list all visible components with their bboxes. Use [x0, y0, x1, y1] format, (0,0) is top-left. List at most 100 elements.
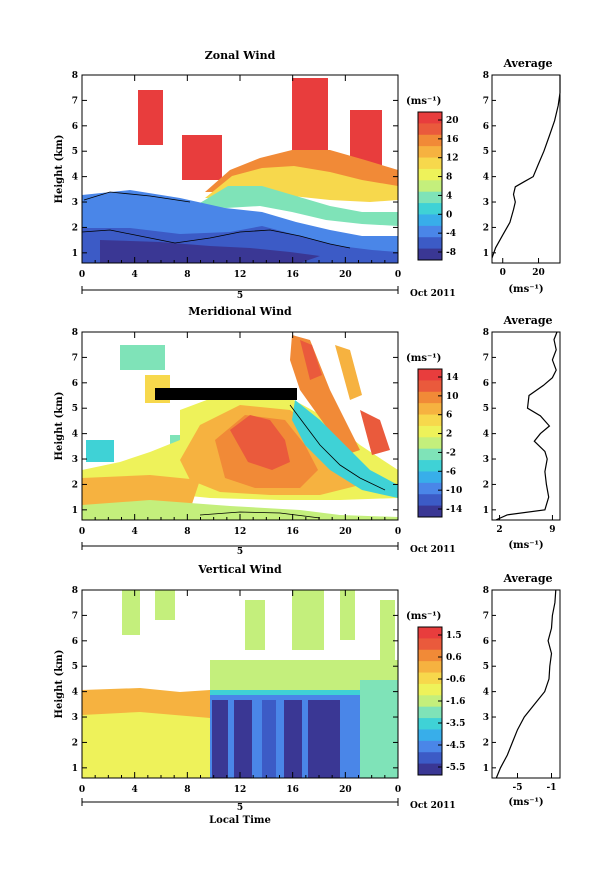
- colorbar-segment: [418, 661, 442, 674]
- date-axis-label: Oct 2011: [410, 545, 456, 555]
- colorbar-segment: [418, 403, 442, 416]
- x-tick-label: 16: [286, 270, 299, 280]
- colorbar-frame: [417, 111, 443, 261]
- colorbar-tick-label: 10: [446, 392, 459, 402]
- x-axis-label: Local Time: [209, 815, 271, 826]
- colorbar-tick-label: 6: [446, 411, 452, 421]
- y-tick-label: 6: [72, 122, 78, 132]
- colorbar-segment: [418, 672, 442, 685]
- colorbar-segment: [418, 203, 442, 215]
- colorbar-segment: [418, 494, 442, 507]
- panel-meridional-wind: Meridional Wind 1 12 23 34 45 56 67 78 8 0 4 8 12 16…: [54, 305, 561, 557]
- panel-title: Vertical Wind: [197, 563, 282, 576]
- colorbar-unit: (ms⁻¹): [406, 353, 441, 364]
- colorbar-segment: [418, 752, 442, 765]
- colorbar-tick-label: 14: [446, 373, 459, 383]
- x-tick-label: 0: [395, 785, 401, 795]
- colorbar-segment: [418, 471, 442, 484]
- colorbar-tick-label: 0.6: [446, 653, 462, 663]
- y-tick-label: 1: [72, 506, 78, 516]
- colorbar-segment: [418, 237, 442, 250]
- colorbar-segment: [418, 369, 442, 381]
- colorbar-tick-label: 2: [446, 430, 452, 440]
- colorbar-segment: [418, 718, 442, 730]
- x-tick-label: 0: [395, 527, 401, 537]
- colorbar-tick-label: -3.5: [446, 719, 465, 729]
- colorbar-segment: [418, 448, 442, 461]
- x-tick-label: 16: [286, 785, 299, 795]
- y-tick-label: 8: [72, 328, 78, 338]
- y-tick-label: 3: [72, 713, 78, 723]
- x-tick-label: 12: [234, 527, 247, 537]
- y-axis-label: Height (km): [54, 135, 65, 204]
- colorbar-tick-label: -5.5: [446, 763, 465, 773]
- panel-title: Zonal Wind: [205, 49, 276, 62]
- y-axis: 1 12 23 34 45 56 67 78 8: [72, 71, 496, 259]
- colorbar-segment: [418, 112, 442, 124]
- colorbar-segment: [418, 146, 442, 159]
- colorbar-segment: [418, 437, 442, 450]
- colorbar-segment: [418, 191, 442, 204]
- profile-y-tick-label: 6: [483, 122, 489, 132]
- profile-y-tick-label: 4: [483, 430, 489, 440]
- date-axis-marker: 5: [237, 803, 243, 813]
- y-tick-label: 4: [72, 430, 78, 440]
- x-axis: 0 4 8 12 16 20 0: [79, 332, 401, 537]
- colorbar-segment: [418, 505, 442, 518]
- x-tick-label: 8: [184, 527, 190, 537]
- y-tick-label: 4: [72, 688, 78, 698]
- colorbar-segment: [418, 123, 442, 136]
- panel-title: Meridional Wind: [188, 305, 292, 318]
- heatmap-field: [82, 75, 398, 263]
- colorbar-tick-label: -10: [446, 486, 462, 496]
- x-tick-label: 12: [234, 785, 247, 795]
- x-axis: 0 4 8 12 16 20 0: [79, 75, 401, 280]
- colorbar-tick-label: -8: [446, 248, 456, 258]
- colorbar-segment: [418, 180, 442, 193]
- colorbar-segment: [418, 214, 442, 227]
- colorbar: 20 16 12 8 4 0 -4 -8: [417, 111, 459, 261]
- colorbar-tick-label: 4: [446, 191, 452, 201]
- profile-y-tick-label: 2: [483, 480, 489, 490]
- panel-zonal-wind: Zonal Wind 1 12 23 34 45 56 67 78 8 0 4 8 12 16 20 0 H…: [54, 49, 561, 301]
- colorbar-segment: [418, 225, 442, 238]
- colorbar-segment: [418, 683, 442, 696]
- colorbar: 14 10 6 2 -2 -6 -10 -14: [417, 368, 462, 518]
- colorbar-segment: [418, 482, 442, 495]
- colorbar-tick-label: -1.6: [446, 697, 465, 707]
- colorbar-tick-label: 1.5: [446, 631, 462, 641]
- profile-y-tick-label: 5: [483, 147, 489, 157]
- profile-line: [495, 589, 557, 779]
- x-tick-label: 16: [286, 527, 299, 537]
- profile-y-tick-label: 6: [483, 637, 489, 647]
- profile-x-tick-label: -5: [513, 783, 523, 793]
- x-tick-label: 4: [132, 527, 138, 537]
- profile-xlabel: (ms⁻¹): [508, 284, 543, 295]
- colorbar: 1.5 0.6 -0.6 -1.6 -3.5 -4.5 -5.5: [417, 626, 465, 776]
- colorbar-segment: [418, 706, 442, 719]
- profile-y-tick-label: 4: [483, 688, 489, 698]
- x-tick-label: 20: [339, 270, 352, 280]
- colorbar-frame: [417, 368, 443, 518]
- x-axis: 0 4 8 12 16 20 0: [79, 590, 401, 795]
- profile-title: Average: [502, 57, 552, 70]
- average-profile: Average (ms⁻¹) 0 20: [491, 57, 561, 295]
- colorbar-tick-label: 20: [446, 116, 459, 126]
- x-tick-label: 20: [339, 527, 352, 537]
- colorbar-segment: [418, 763, 442, 776]
- profile-y-tick-label: 4: [483, 173, 489, 183]
- colorbar-tick-label: -0.6: [446, 675, 465, 685]
- colorbar-tick-label: -14: [446, 505, 462, 515]
- colorbar-segment: [418, 740, 442, 753]
- profile-line: [495, 331, 558, 521]
- y-tick-label: 7: [72, 353, 78, 363]
- profile-y-tick-label: 7: [483, 611, 489, 621]
- y-tick-label: 8: [72, 586, 78, 596]
- y-tick-label: 6: [72, 379, 78, 389]
- y-tick-label: 2: [72, 738, 78, 748]
- profile-y-tick-label: 7: [483, 353, 489, 363]
- y-tick-label: 7: [72, 611, 78, 621]
- date-axis-marker: 5: [237, 291, 243, 301]
- y-tick-label: 4: [72, 173, 78, 183]
- colorbar-tick-label: 8: [446, 173, 452, 183]
